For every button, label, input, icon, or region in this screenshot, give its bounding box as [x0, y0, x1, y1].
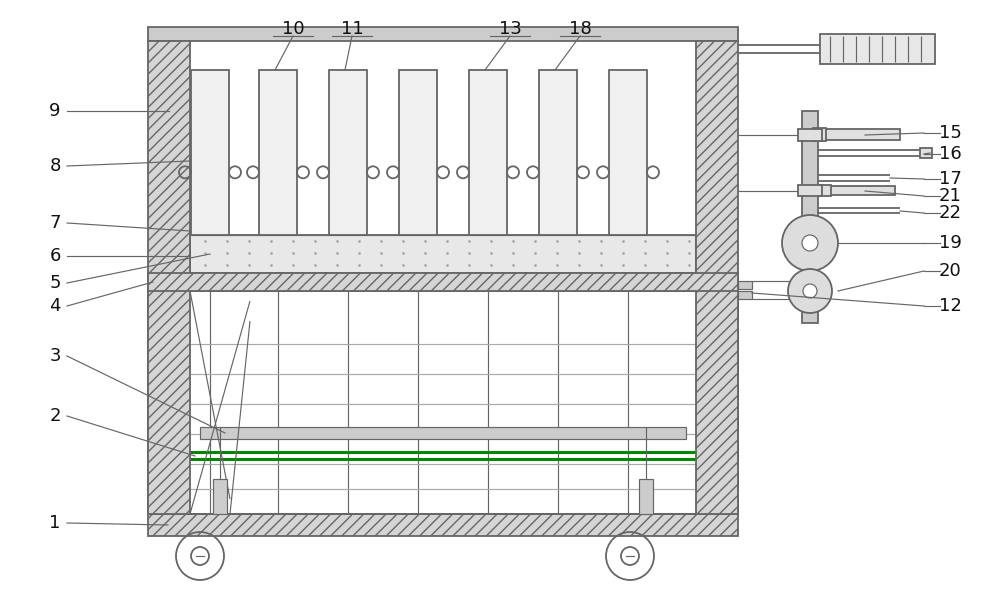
- Bar: [213, 479, 227, 514]
- Bar: [798, 129, 822, 141]
- Text: 8: 8: [49, 157, 61, 175]
- Bar: [469, 70, 507, 235]
- Bar: [819, 185, 831, 196]
- Text: 22: 22: [938, 204, 962, 222]
- Bar: [539, 70, 577, 235]
- Text: 3: 3: [49, 347, 61, 365]
- Text: 15: 15: [939, 124, 961, 142]
- Bar: [738, 291, 752, 299]
- Bar: [738, 281, 752, 289]
- Text: 21: 21: [939, 187, 961, 205]
- Bar: [148, 291, 738, 514]
- Text: 6: 6: [49, 247, 61, 265]
- Text: 12: 12: [939, 297, 961, 315]
- Bar: [820, 34, 935, 64]
- Text: 17: 17: [939, 170, 961, 188]
- Bar: [609, 70, 647, 235]
- Bar: [148, 273, 738, 291]
- Text: 13: 13: [499, 20, 521, 38]
- Bar: [148, 41, 190, 514]
- Circle shape: [803, 284, 817, 298]
- Text: 2: 2: [49, 407, 61, 425]
- Bar: [639, 479, 653, 514]
- Bar: [830, 186, 895, 195]
- Bar: [191, 70, 229, 235]
- Bar: [802, 111, 818, 323]
- Text: 10: 10: [282, 20, 304, 38]
- Bar: [813, 128, 826, 141]
- Bar: [148, 27, 738, 41]
- Circle shape: [782, 215, 838, 271]
- Bar: [399, 70, 437, 235]
- Text: 11: 11: [341, 20, 363, 38]
- Text: 16: 16: [939, 145, 961, 163]
- Text: 4: 4: [49, 297, 61, 315]
- Bar: [190, 235, 696, 273]
- Bar: [259, 70, 297, 235]
- Bar: [200, 427, 686, 439]
- Bar: [825, 129, 900, 140]
- Text: 5: 5: [49, 274, 61, 292]
- Bar: [148, 514, 738, 536]
- Text: 7: 7: [49, 214, 61, 232]
- Text: 18: 18: [569, 20, 591, 38]
- Bar: [798, 185, 822, 196]
- Circle shape: [788, 269, 832, 313]
- Bar: [329, 70, 367, 235]
- Text: 9: 9: [49, 102, 61, 120]
- Text: 20: 20: [939, 262, 961, 280]
- Text: 1: 1: [49, 514, 61, 532]
- Text: 19: 19: [939, 234, 961, 252]
- Bar: [696, 41, 738, 514]
- Bar: [920, 148, 932, 158]
- Circle shape: [802, 235, 818, 251]
